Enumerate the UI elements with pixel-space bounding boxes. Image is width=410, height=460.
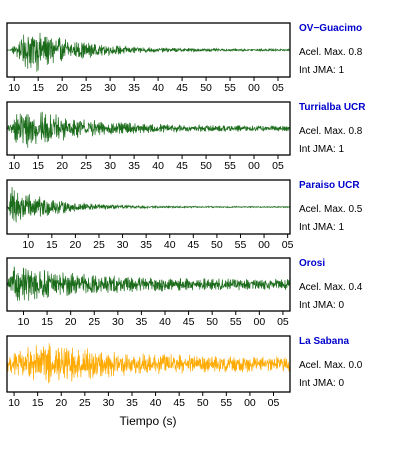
- x-tick-label: 00: [244, 397, 256, 409]
- max-acceleration: Acel. Max. 0.5: [299, 204, 363, 215]
- x-tick-label: 30: [117, 239, 129, 251]
- jma-intensity: Int JMA: 1: [299, 65, 344, 76]
- x-tick-label: 45: [183, 316, 195, 328]
- x-tick-label: 45: [176, 82, 188, 94]
- x-tick-label: 15: [32, 160, 44, 172]
- x-tick-label: 55: [224, 82, 236, 94]
- plot-frame: [6, 335, 291, 393]
- x-tick-label: 10: [18, 316, 30, 328]
- waveform-trace: [6, 343, 291, 384]
- plot-frame: [6, 22, 291, 78]
- plot-frame: [6, 101, 291, 156]
- x-tick-label: 40: [150, 397, 162, 409]
- x-tick-label: 40: [164, 239, 176, 251]
- x-tick-label: 50: [200, 82, 212, 94]
- x-tick-label: 20: [65, 316, 77, 328]
- x-tick-label: 00: [258, 239, 270, 251]
- x-tick-label: 10: [8, 397, 20, 409]
- x-tick-label: 00: [248, 160, 260, 172]
- x-tick-label: 55: [235, 239, 247, 251]
- x-tick-label: 55: [220, 397, 232, 409]
- waveform-trace: [6, 111, 291, 148]
- x-tick-label: 00: [248, 82, 260, 94]
- x-tick-label: 25: [88, 316, 100, 328]
- x-tick-label: 10: [8, 82, 20, 94]
- x-tick-label: 20: [70, 239, 82, 251]
- x-tick-label: 15: [46, 239, 58, 251]
- station-panel-1: 10 15 20 25 30 35 40 45 50 55 00 05 OV−Guacimo Acel. …: [6, 22, 363, 94]
- station-panel-5: 10 15 20 25 30 35 40 45 50 55 00 05 La Sabana Acel. M…: [6, 335, 363, 409]
- x-tick-label: 45: [187, 239, 199, 251]
- x-tick-label: 00: [253, 316, 265, 328]
- x-tick-label: 20: [55, 397, 67, 409]
- x-tick-label: 40: [159, 316, 171, 328]
- max-acceleration: Acel. Max. 0.8: [299, 47, 363, 58]
- station-name: Orosi: [299, 258, 325, 269]
- max-acceleration: Acel. Max. 0.0: [299, 360, 363, 371]
- x-tick-label: 30: [112, 316, 124, 328]
- x-tick-label: 25: [80, 160, 92, 172]
- x-tick-label: 35: [136, 316, 148, 328]
- x-tick-label: 35: [126, 397, 138, 409]
- x-axis-title: Tiempo (s): [120, 414, 177, 428]
- x-tick-label: 05: [268, 397, 280, 409]
- x-tick-label: 50: [211, 239, 223, 251]
- jma-intensity: Int JMA: 1: [299, 222, 344, 233]
- x-tick-label: 50: [200, 160, 212, 172]
- x-tick-label: 55: [230, 316, 242, 328]
- x-tick-label: 30: [104, 82, 116, 94]
- x-tick-label: 05: [277, 316, 289, 328]
- waveform-trace: [6, 266, 291, 301]
- x-tick-label: 25: [79, 397, 91, 409]
- x-tick-label: 20: [56, 160, 68, 172]
- max-acceleration: Acel. Max. 0.8: [299, 126, 363, 137]
- x-tick-label: 45: [176, 160, 188, 172]
- x-tick-label: 40: [152, 160, 164, 172]
- station-name: Paraiso UCR: [299, 180, 360, 191]
- station-name: Turrialba UCR: [299, 102, 366, 113]
- x-tick-label: 15: [41, 316, 53, 328]
- station-name: OV−Guacimo: [299, 23, 362, 34]
- x-tick-label: 20: [56, 82, 68, 94]
- x-tick-label: 25: [80, 82, 92, 94]
- x-tick-label: 30: [103, 397, 115, 409]
- x-tick-label: 10: [22, 239, 34, 251]
- station-panel-2: 10 15 20 25 30 35 40 45 50 55 00 05 Turrialba UCR Ace…: [6, 101, 366, 172]
- x-tick-label: 10: [8, 160, 20, 172]
- x-tick-label: 25: [93, 239, 105, 251]
- station-name: La Sabana: [299, 336, 349, 347]
- x-tick-label: 30: [104, 160, 116, 172]
- plot-frame: [6, 257, 291, 312]
- station-panel-4: 10 15 20 25 30 35 40 45 50 55 00 05 Orosi Acel. Max. …: [6, 257, 363, 328]
- jma-intensity: Int JMA: 0: [299, 300, 344, 311]
- x-tick-label: 15: [32, 82, 44, 94]
- x-tick-label: 50: [197, 397, 209, 409]
- x-tick-label: 35: [140, 239, 152, 251]
- jma-intensity: Int JMA: 1: [299, 144, 344, 155]
- plot-frame: [6, 179, 291, 235]
- jma-intensity: Int JMA: 0: [299, 378, 344, 389]
- x-tick-label: 05: [272, 160, 284, 172]
- x-tick-label: 45: [173, 397, 185, 409]
- x-tick-label: 35: [128, 82, 140, 94]
- x-tick-label: 05: [282, 239, 294, 251]
- x-tick-label: 15: [32, 397, 44, 409]
- station-panel-3: 10 15 20 25 30 35 40 45 50 55 00 05 Paraiso UCR Acel.…: [6, 179, 363, 251]
- max-acceleration: Acel. Max. 0.4: [299, 282, 363, 293]
- x-tick-label: 05: [272, 82, 284, 94]
- x-tick-label: 40: [152, 82, 164, 94]
- x-tick-label: 35: [128, 160, 140, 172]
- x-tick-label: 55: [224, 160, 236, 172]
- waveform-trace: [6, 32, 291, 72]
- waveform-trace: [6, 186, 291, 223]
- x-tick-label: 50: [206, 316, 218, 328]
